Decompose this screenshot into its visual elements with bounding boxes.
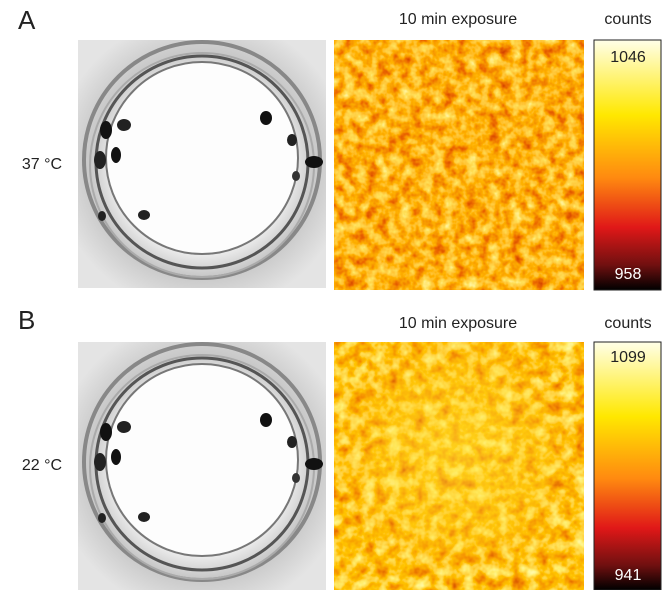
temperature-label: 37 °C [22,156,62,173]
heatmap [334,40,584,290]
panel-label: A [18,5,36,35]
colorbar [594,342,661,590]
colorbar-min: 958 [615,266,642,283]
colorbar-max: 1046 [610,49,646,66]
temperature-label: 22 °C [22,457,62,474]
colorbar [594,40,661,290]
panel-label: B [18,305,35,335]
colorbar-title: counts [604,11,651,28]
colorbar-min: 941 [615,567,642,584]
colorbar-max: 1099 [610,349,646,366]
colorbar-title: counts [604,315,651,332]
panel: A 10 min exposure counts 37 °C 1046 958 [18,5,661,290]
panel: B 10 min exposure counts 22 °C 1099 941 [18,305,661,590]
well-photo [78,40,326,288]
figure: A 10 min exposure counts 37 °C 1046 958 … [0,0,667,590]
exposure-label: 10 min exposure [399,315,517,332]
well-photo [78,342,326,590]
heatmap-glow [334,342,584,590]
exposure-label: 10 min exposure [399,11,517,28]
